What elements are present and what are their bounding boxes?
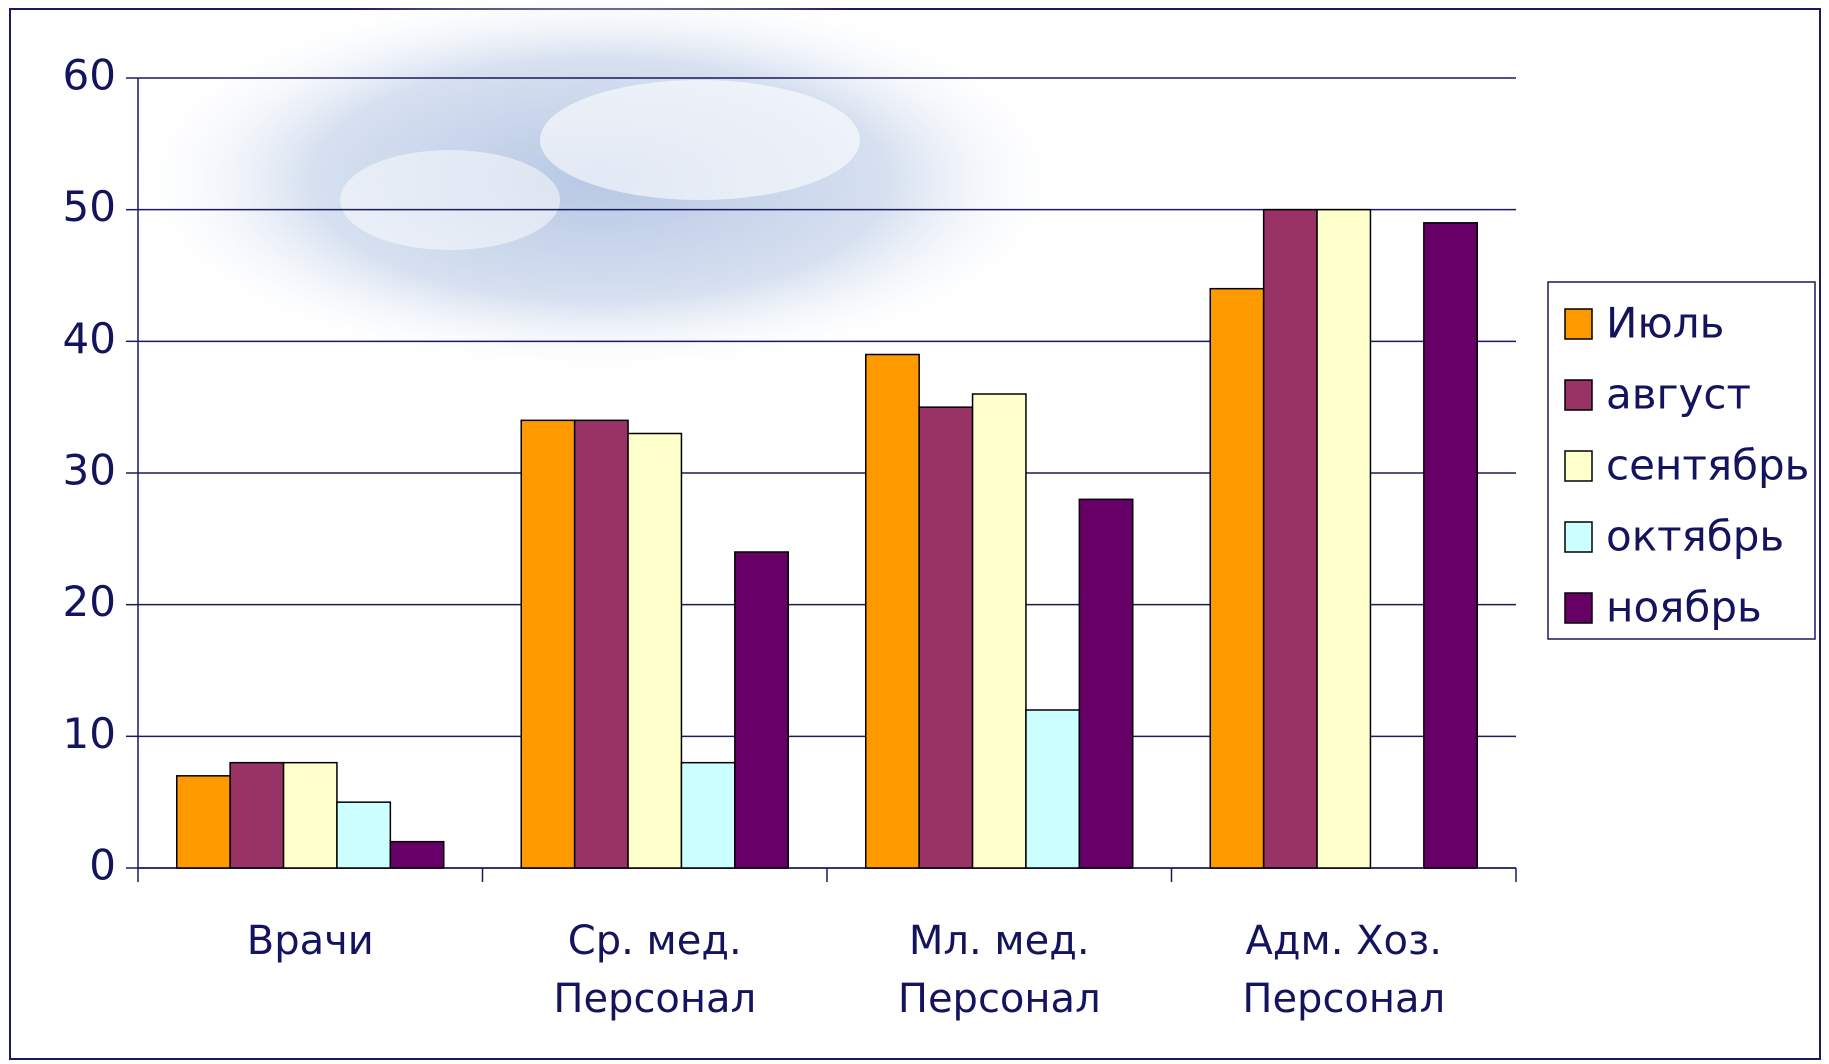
y-tick-label: 50 (63, 182, 116, 231)
y-tick-label: 20 (63, 577, 116, 626)
bar (282, 761, 338, 869)
bar (520, 419, 576, 869)
legend-label: ноябрь (1606, 583, 1762, 632)
legend-swatch (1564, 521, 1593, 553)
bar (1262, 208, 1318, 869)
bar (176, 775, 231, 869)
bar (734, 551, 789, 869)
bar (680, 761, 736, 869)
x-tick-label: Врачи (246, 918, 374, 964)
bar (971, 393, 1027, 869)
x-tick-label: Мл. мед. Персонал (897, 918, 1101, 1022)
y-tick-label: 10 (63, 709, 116, 758)
x-tick-label: Ср. мед. Персонал (553, 918, 757, 1022)
legend-label: октябрь (1606, 512, 1784, 561)
legend-swatch (1564, 450, 1593, 482)
background-cloud (540, 80, 860, 200)
bar (918, 406, 974, 869)
y-tick-label: 0 (89, 841, 116, 890)
background-cloud (340, 150, 560, 250)
bar (1423, 222, 1478, 869)
legend-swatch (1564, 308, 1593, 340)
legend-swatch (1564, 592, 1593, 624)
bar (627, 432, 683, 869)
legend-label: Июль (1606, 299, 1724, 348)
legend-label: август (1606, 370, 1751, 419)
bar (573, 419, 629, 869)
bar (1078, 498, 1134, 869)
background-cloud (120, 0, 1080, 380)
bar (1209, 287, 1265, 869)
bar (865, 353, 920, 869)
y-tick-label: 60 (63, 51, 116, 100)
bar (389, 840, 445, 869)
bar (229, 761, 285, 869)
y-tick-label: 40 (63, 314, 116, 363)
bar (1316, 208, 1372, 869)
bar (1025, 709, 1081, 869)
bar (336, 801, 392, 869)
x-tick-label: Адм. Хоз. Персонал (1242, 918, 1446, 1022)
legend-label: сентябрь (1606, 441, 1809, 490)
y-tick-label: 30 (63, 446, 116, 495)
legend-swatch (1564, 379, 1593, 411)
